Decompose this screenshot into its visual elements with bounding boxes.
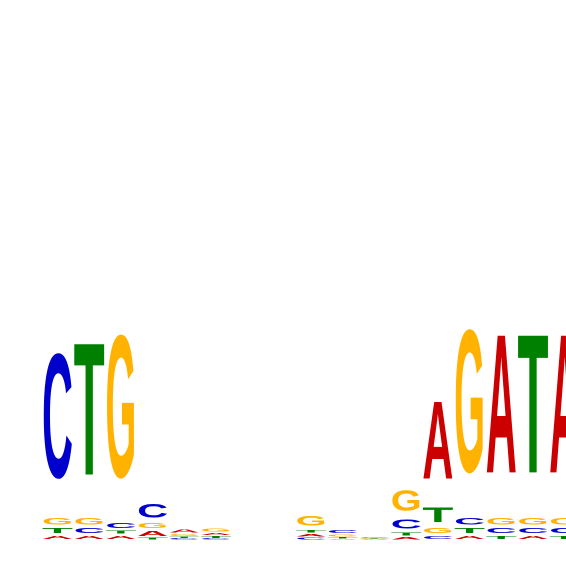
logo-letter-t: T [74, 305, 105, 515]
logo-letter-g: G [549, 516, 566, 526]
logo-letter-t: T [105, 529, 136, 534]
logo-letter-t: T [359, 538, 390, 539]
logo-letter-c: C [42, 318, 73, 516]
logo-letter-a: A [486, 294, 517, 515]
logo-letter-t: T [454, 527, 485, 535]
logo-letter-c: C [518, 527, 549, 535]
logo-letter-g: G [454, 288, 485, 516]
logo-letter-t: T [42, 527, 73, 535]
logo-letter-c: C [422, 535, 453, 540]
logo-letter-a: A [454, 535, 485, 540]
logo-letter-g: G [422, 527, 453, 535]
logo-letter-a: A [327, 539, 358, 540]
logo-letter-t: T [549, 535, 566, 540]
logo-letter-t: T [327, 537, 358, 539]
logo-letter-g: G [296, 513, 327, 529]
logo-letter-g: G [201, 527, 232, 532]
logo-letter-g: G [518, 516, 549, 526]
logo-letter-a: A [42, 535, 73, 540]
logo-letter-c: C [74, 527, 105, 535]
logo-letter-t: T [422, 503, 453, 527]
logo-letter-a: A [105, 535, 136, 540]
logo-letter-a: A [359, 539, 390, 540]
logo-letter-g: G [105, 293, 136, 521]
logo-letter-c: C [105, 521, 136, 529]
logo-letter-g: G [327, 534, 358, 537]
logo-letter-g: G [359, 538, 390, 539]
logo-letter-c: C [201, 538, 232, 540]
logo-letter-t: T [391, 531, 422, 536]
logo-letter-t: T [137, 537, 168, 540]
logo-letter-a: A [169, 528, 200, 533]
logo-letter-c: C [169, 538, 200, 540]
logo-letter-t: T [486, 535, 517, 540]
logo-letter-t: T [169, 536, 200, 538]
logo-letter-a: A [391, 536, 422, 540]
logo-letter-a: A [549, 294, 566, 515]
logo-letter-c: C [454, 516, 485, 527]
logo-letter-g: G [137, 522, 168, 530]
logo-letter-a: A [518, 535, 549, 540]
logo-letter-a: A [296, 533, 327, 537]
logo-letter-g: G [486, 516, 517, 526]
logo-letter-g: G [391, 486, 422, 517]
logo-letter-c: C [359, 537, 390, 538]
logo-letter-c: C [486, 527, 517, 535]
logo-letter-a: A [137, 529, 168, 537]
logo-letter-g: G [42, 516, 73, 526]
logo-letter-t: T [296, 529, 327, 533]
logo-letter-g: G [169, 534, 200, 537]
logo-letter-c: C [391, 517, 422, 532]
logo-letter-t: T [518, 293, 549, 515]
logo-letter-a: A [74, 535, 105, 540]
logo-letter-c: C [549, 527, 566, 535]
logo-letter-a: A [422, 378, 453, 502]
logo-letter-t: T [201, 536, 232, 539]
logo-letter-g: G [74, 516, 105, 526]
logo-letter-a: A [201, 533, 232, 536]
logo-letter-c: C [327, 529, 358, 534]
logo-letter-c: C [296, 537, 327, 540]
logo-letter-c: C [137, 501, 168, 522]
